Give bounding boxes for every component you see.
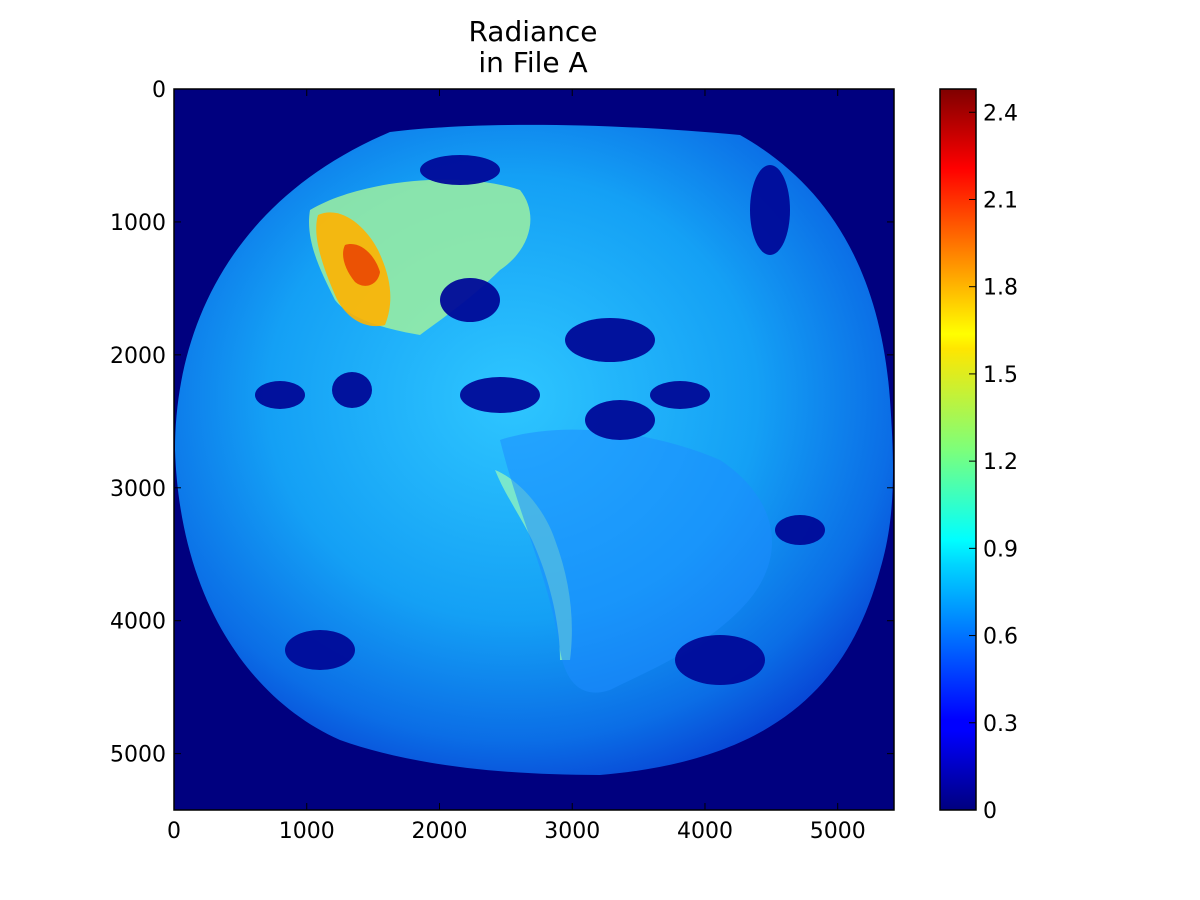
chart-title-line-1: Radiance [468, 15, 598, 48]
colorbar-tick-label-5: 1.5 [983, 363, 1018, 388]
colorbar-gradient [939, 88, 977, 811]
y-tick-label-4: 4000 [110, 610, 166, 635]
x-tick-label-2: 2000 [411, 819, 467, 844]
x-tick-label-0: 0 [167, 819, 181, 844]
colorbar-tick-label-6: 1.8 [983, 276, 1018, 301]
colorbar-axis: 0 0.3 0.6 0.9 1.2 1.5 1.8 2.1 2.4 [969, 101, 1018, 824]
colorbar-tick-label-8: 2.4 [983, 101, 1018, 126]
x-tick-label-3: 3000 [544, 819, 600, 844]
heatmap-image [174, 89, 894, 810]
colorbar-tick-label-2: 0.6 [983, 625, 1018, 650]
y-tick-label-2: 2000 [110, 344, 166, 369]
colorbar-tick-label-0: 0 [983, 799, 997, 824]
colorbar-tick-label-4: 1.2 [983, 450, 1018, 475]
x-tick-label-4: 4000 [677, 819, 733, 844]
cloud-features [255, 155, 825, 685]
chart-title-line-2: in File A [478, 46, 588, 79]
y-tick-label-0: 0 [152, 78, 166, 103]
south-america-land [500, 429, 773, 693]
x-axis: 0 1000 2000 3000 4000 5000 [167, 89, 866, 844]
mexico-hot-core [343, 244, 380, 286]
y-tick-label-1: 1000 [110, 211, 166, 236]
x-tick-label-1: 1000 [279, 819, 335, 844]
colorbar-tick-label-1: 0.3 [983, 712, 1018, 737]
colorbar-tick-label-7: 2.1 [983, 188, 1018, 213]
plot-frame [173, 88, 895, 811]
y-tick-label-3: 3000 [110, 477, 166, 502]
y-tick-label-5: 5000 [110, 743, 166, 768]
colorbar [939, 88, 977, 811]
colorbar-tick-label-3: 0.9 [983, 537, 1018, 562]
chart-title: Radiance in File A [333, 16, 733, 78]
y-axis: 0 1000 2000 3000 4000 5000 [110, 78, 894, 768]
x-tick-label-5: 5000 [810, 819, 866, 844]
